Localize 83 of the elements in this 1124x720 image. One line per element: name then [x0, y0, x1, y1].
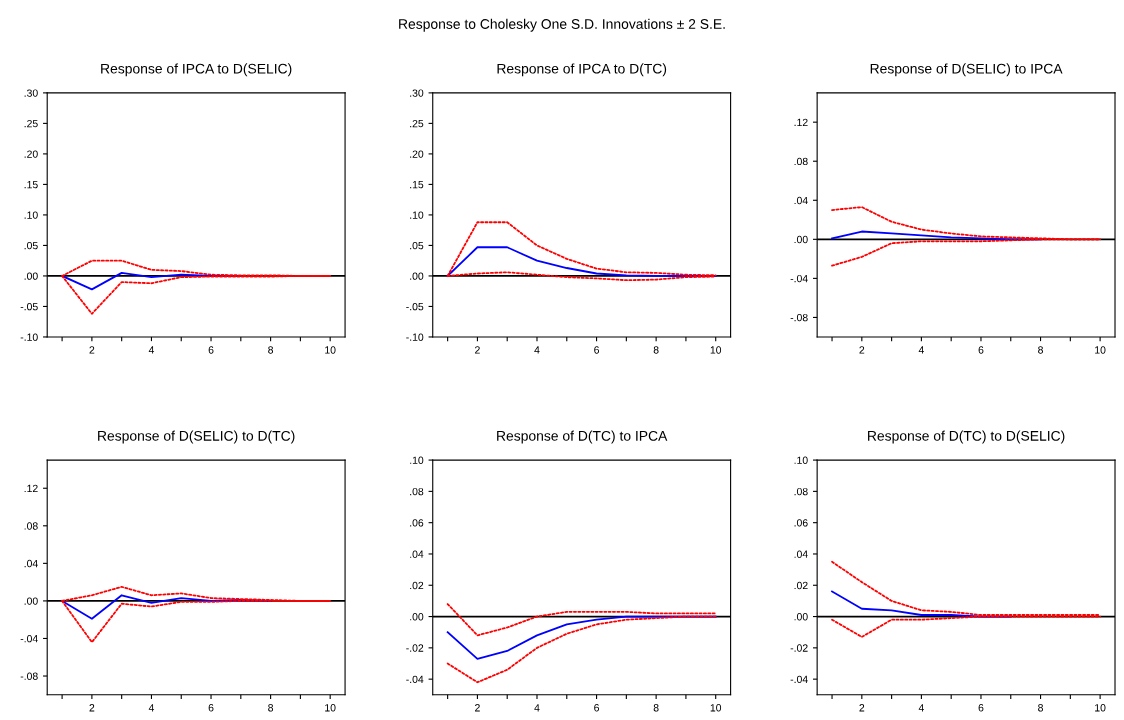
x-tick-label: 6 [978, 704, 984, 712]
x-tick-label: 10 [1095, 704, 1106, 712]
y-tick-label: .10 [410, 211, 424, 219]
y-tick-label: .08 [410, 487, 424, 496]
x-tick-label: 2 [89, 346, 95, 354]
x-tick-label: 10 [325, 346, 336, 354]
y-tick-label: -.02 [790, 644, 808, 652]
y-tick-label: .20 [24, 150, 38, 158]
x-tick-label: 2 [475, 704, 480, 712]
y-tick-label: .04 [794, 550, 808, 558]
x-tick-label: 6 [978, 346, 984, 354]
chart-title: Response of IPCA to D(SELIC) [101, 63, 292, 77]
x-tick-label: 4 [148, 346, 155, 354]
x-tick-label: 4 [148, 704, 155, 712]
x-tick-label: 2 [475, 346, 480, 354]
y-tick-label: .00 [410, 272, 424, 280]
y-tick-label: -.05 [406, 302, 424, 311]
y-tick-label: -.08 [790, 313, 808, 322]
y-tick-label: .20 [410, 150, 424, 158]
y-tick-label: .10 [24, 211, 38, 219]
x-tick-label: 4 [534, 704, 540, 712]
y-tick-label: .12 [24, 484, 38, 493]
x-tick-label: 8 [268, 346, 274, 354]
y-tick-label: -.10 [406, 333, 424, 341]
y-tick-label: .30 [24, 89, 38, 97]
x-tick-label: 6 [594, 704, 599, 712]
y-tick-label: .10 [410, 456, 424, 464]
y-tick-label: .08 [794, 487, 808, 496]
y-tick-label: .02 [410, 581, 424, 590]
x-tick-label: 2 [859, 346, 865, 354]
y-tick-label: .06 [794, 519, 808, 527]
y-tick-label: -.05 [20, 302, 38, 311]
y-tick-label: .30 [410, 89, 424, 97]
x-tick-label: 4 [918, 704, 924, 712]
chart-title: Response of D(SELIC) to D(TC) [98, 430, 295, 444]
y-tick-label: .06 [410, 519, 424, 527]
y-tick-label: .04 [410, 550, 424, 558]
x-tick-label: 6 [208, 704, 214, 712]
y-tick-label: .08 [24, 522, 38, 530]
chart-title: Response of D(SELIC) to IPCA [870, 63, 1063, 77]
y-tick-label: .04 [24, 559, 38, 568]
y-tick-label: .15 [24, 181, 38, 189]
y-tick-label: .25 [24, 119, 38, 128]
chart-title: Response of D(TC) to D(SELIC) [868, 430, 1065, 444]
y-tick-label: .02 [794, 581, 808, 590]
y-tick-label: .00 [410, 613, 424, 621]
y-tick-label: .12 [794, 118, 808, 126]
chart-title: Response of D(TC) to IPCA [497, 430, 668, 444]
y-tick-label: .04 [794, 196, 808, 205]
x-tick-label: 8 [268, 704, 274, 712]
x-tick-label: 10 [325, 704, 336, 712]
y-tick-label: .10 [794, 456, 808, 464]
y-tick-label: -.04 [406, 675, 424, 684]
x-tick-label: 4 [534, 346, 540, 354]
y-tick-label: -.02 [406, 644, 424, 652]
x-tick-label: 10 [710, 704, 722, 712]
x-tick-label: 2 [859, 704, 865, 712]
x-tick-label: 8 [1038, 346, 1043, 354]
x-tick-label: 8 [653, 704, 659, 712]
x-tick-label: 6 [594, 346, 599, 354]
y-tick-label: .25 [410, 119, 424, 128]
x-tick-label: 8 [653, 346, 659, 354]
y-tick-label: .05 [410, 241, 424, 250]
y-tick-label: -.04 [20, 634, 38, 643]
y-tick-label: .00 [794, 613, 808, 621]
x-tick-label: 2 [89, 704, 95, 712]
chart-title: Response of IPCA to D(TC) [497, 63, 667, 77]
x-tick-label: 10 [1095, 346, 1106, 354]
y-tick-label: -.04 [790, 675, 808, 684]
y-tick-label: .00 [794, 235, 808, 244]
y-tick-label: .15 [410, 181, 424, 189]
x-tick-label: 4 [918, 346, 924, 354]
x-tick-label: 8 [1038, 704, 1043, 712]
y-tick-label: -.08 [20, 672, 38, 680]
y-tick-label: .05 [24, 241, 38, 250]
x-tick-label: 6 [208, 346, 214, 354]
y-tick-label: .00 [24, 597, 38, 605]
text: Response to Cholesky One S.D. Innovations ± 2 S.E. [399, 18, 725, 32]
y-tick-label: -.04 [790, 274, 808, 283]
y-tick-label: .08 [794, 157, 808, 166]
y-tick-label: -.10 [20, 333, 38, 341]
y-tick-label: .00 [24, 272, 38, 280]
x-tick-label: 10 [710, 346, 722, 354]
